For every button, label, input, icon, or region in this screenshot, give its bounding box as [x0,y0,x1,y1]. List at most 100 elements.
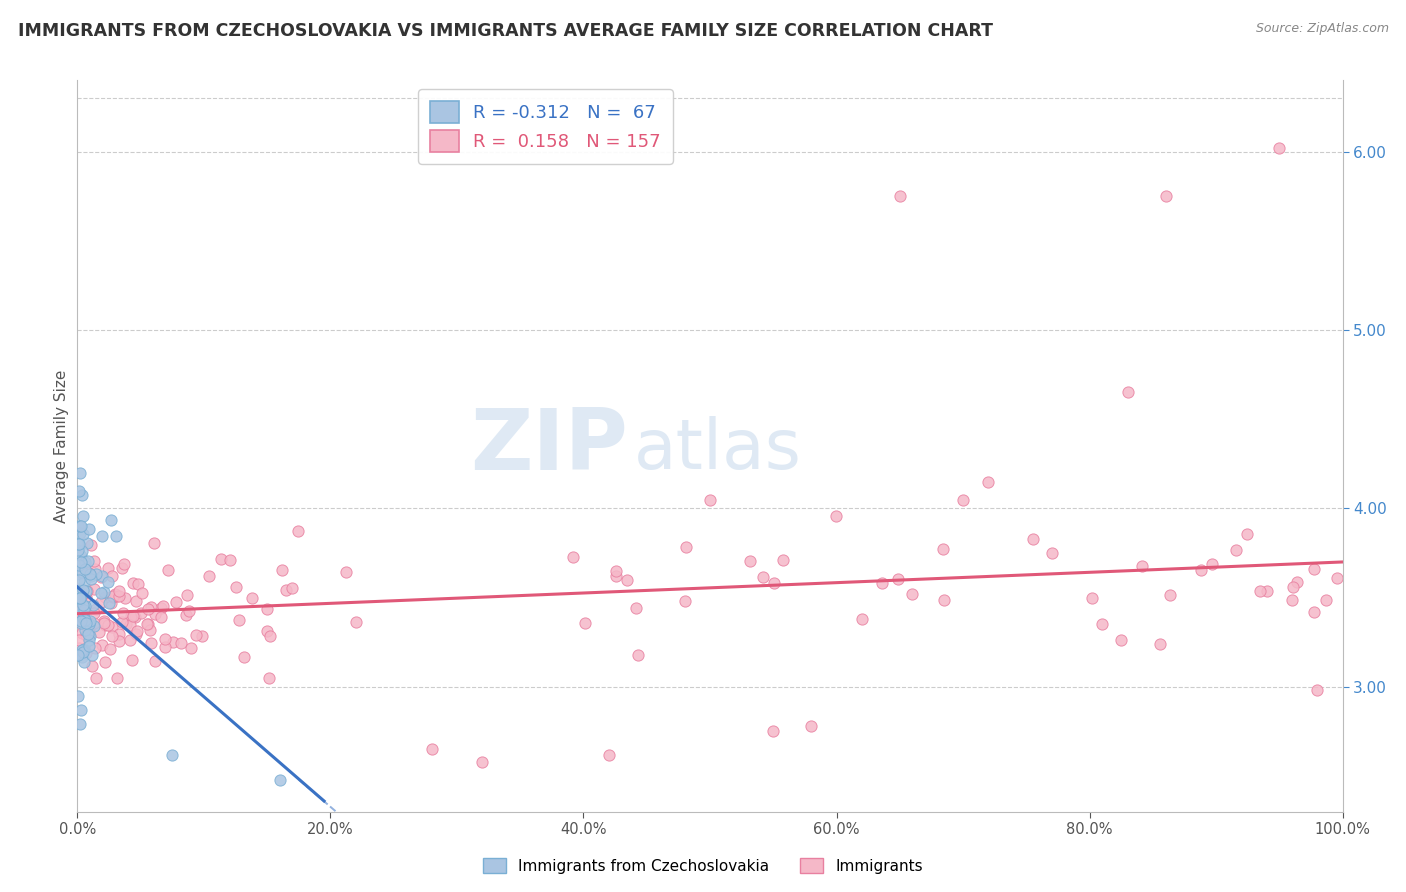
Point [131,585,153,599]
Point [1022,533,1045,547]
Point [69,604,91,618]
Point [626,648,648,662]
Point [225,580,247,594]
Point [562,550,585,565]
Point [1306,683,1329,698]
Point [138,602,160,616]
Point [93,585,115,599]
Point [127,577,149,591]
Point [616,573,638,587]
Point [1090,617,1112,632]
Legend: R = -0.312   N =  67, R =  0.158   N = 157: R = -0.312 N = 67, R = 0.158 N = 157 [419,89,672,164]
Point [77,566,100,580]
Point [232,649,254,664]
Point [120,608,142,623]
Point [76,535,98,549]
Point [100,629,122,643]
Point [762,576,785,591]
Point [75,614,97,628]
Point [104,587,127,601]
Point [1132,558,1154,573]
Point [259,628,281,642]
Point [162,747,183,762]
Point [76,583,98,598]
Point [107,633,129,648]
Point [72,645,94,659]
Point [67,641,90,656]
Point [89,624,111,639]
Point [1159,588,1181,602]
Point [72,598,94,612]
Point [90,595,112,609]
Point [67,558,90,572]
Point [218,553,240,567]
Point [111,560,134,574]
Point [104,529,127,543]
Point [626,601,648,615]
Point [125,594,148,608]
Point [66,537,89,551]
Point [75,591,97,605]
Point [179,640,201,655]
Point [111,606,134,620]
Point [73,642,96,657]
Point [1201,557,1223,571]
Point [269,772,291,787]
Point [932,542,955,557]
Point [114,591,136,605]
Point [115,616,138,631]
Point [143,535,166,549]
Point [67,543,90,558]
Point [108,589,131,603]
Legend: Immigrants from Czechoslovakia, Immigrants: Immigrants from Czechoslovakia, Immigran… [477,852,929,880]
Point [125,627,148,641]
Point [153,640,176,654]
Point [93,615,115,630]
Point [276,583,298,598]
Point [129,606,152,620]
Point [80,573,103,587]
Point [76,618,98,632]
Point [73,643,96,657]
Point [76,627,98,641]
Point [179,604,201,618]
Point [77,554,100,568]
Point [70,555,93,569]
Point [105,589,128,603]
Point [127,624,149,638]
Point [149,600,172,615]
Point [77,621,100,635]
Point [67,519,90,533]
Point [70,650,93,665]
Point [1256,584,1278,599]
Point [73,613,96,627]
Point [122,575,145,590]
Point [77,632,100,647]
Point [67,582,90,596]
Point [67,483,90,498]
Point [1109,632,1132,647]
Point [84,671,107,685]
Point [73,611,96,625]
Point [870,575,893,590]
Point [1302,562,1324,576]
Point [66,648,89,663]
Point [108,583,131,598]
Point [80,569,103,583]
Point [97,618,120,632]
Point [100,513,122,527]
Point [605,569,627,583]
Point [174,607,197,622]
Point [98,642,121,657]
Point [73,575,96,590]
Point [256,602,278,616]
Point [75,615,97,630]
Point [75,555,97,569]
Point [112,557,135,571]
Point [70,519,93,533]
Point [67,573,90,587]
Point [107,627,129,641]
Point [1189,563,1212,577]
Point [67,587,90,601]
Point [901,587,924,601]
